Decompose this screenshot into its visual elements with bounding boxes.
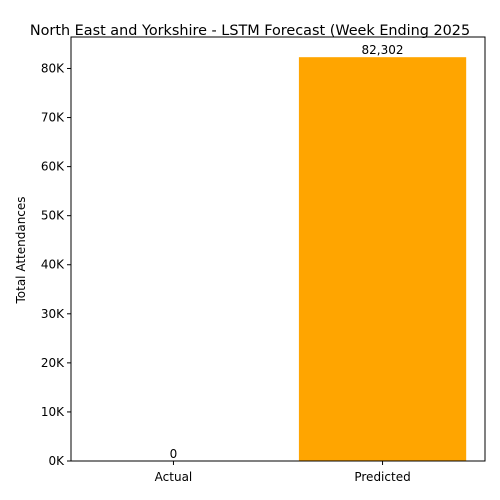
- data-labels-layer: 0 82,302: [170, 43, 404, 461]
- data-label-actual: 0: [170, 447, 178, 461]
- x-axis: Actual Predicted: [155, 461, 411, 484]
- bar-predicted: [298, 57, 467, 462]
- data-label-predicted: 82,302: [362, 43, 404, 57]
- bars-layer: [298, 57, 467, 462]
- x-tick-label: Predicted: [354, 470, 410, 484]
- y-tick-label: 10K: [41, 405, 65, 419]
- y-tick-label: 40K: [41, 258, 65, 272]
- y-tick-label: 80K: [41, 61, 65, 75]
- y-tick-label: 70K: [41, 111, 65, 125]
- y-tick-label: 30K: [41, 307, 65, 321]
- chart-title: North East and Yorkshire - LSTM Forecast…: [30, 23, 470, 39]
- x-tick-label: Actual: [155, 470, 193, 484]
- y-tick-label: 50K: [41, 209, 65, 223]
- y-tick-label: 60K: [41, 160, 65, 174]
- plot-frame: [70, 36, 486, 462]
- y-axis: 0K 10K 20K 30K 40K 50K 60K 70K 80K: [41, 61, 71, 468]
- y-tick-label: 0K: [48, 454, 65, 468]
- y-tick-label: 20K: [41, 356, 65, 370]
- y-axis-label: Total Attendances: [14, 196, 28, 304]
